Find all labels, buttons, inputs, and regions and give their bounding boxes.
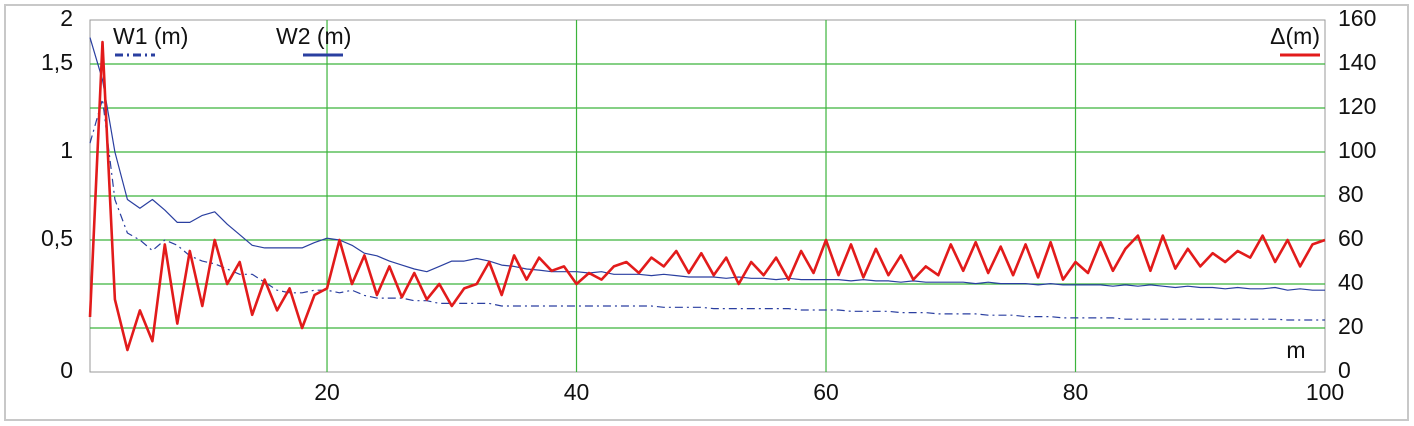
grid <box>90 20 1325 372</box>
y2-tick-label: 80 <box>1338 181 1364 207</box>
y-tick-label: 1 <box>60 137 73 163</box>
y-tick-label: 0 <box>60 357 73 383</box>
series-line <box>89 98 1325 321</box>
y2-tick-label: 120 <box>1338 93 1376 119</box>
y2-tick-label: 100 <box>1338 137 1376 163</box>
legend-label: Δ(m) <box>1270 23 1320 49</box>
x-tick-label: 60 <box>813 379 839 405</box>
series-line <box>88 40 1326 352</box>
y-tick-label: 1,5 <box>41 49 73 75</box>
y2-tick-label: 40 <box>1338 269 1364 295</box>
x-axis-label: m <box>1286 337 1305 363</box>
legend-label: W2 (m) <box>276 23 351 49</box>
y2-tick-label: 20 <box>1338 313 1364 339</box>
y2-tick-label: 160 <box>1338 5 1376 31</box>
series-line <box>89 37 1325 291</box>
x-tick-label: 20 <box>314 379 340 405</box>
x-tick-label: 80 <box>1063 379 1089 405</box>
y-tick-label: 2 <box>60 5 73 31</box>
lines <box>88 37 1326 352</box>
y2-tick-label: 0 <box>1338 357 1351 383</box>
x-tick-label: 40 <box>564 379 590 405</box>
y-tick-label: 0,5 <box>41 225 73 251</box>
legend-label: W1 (m) <box>113 23 188 49</box>
y2-tick-label: 60 <box>1338 225 1364 251</box>
y2-tick-label: 140 <box>1338 49 1376 75</box>
x-tick-label: 100 <box>1306 379 1344 405</box>
